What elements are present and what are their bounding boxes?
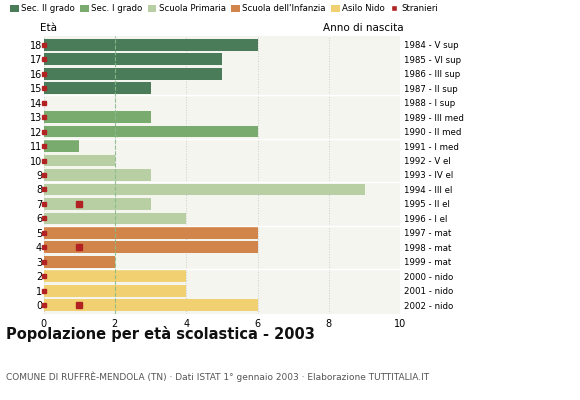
Bar [44,82,151,94]
Bar [44,242,258,253]
Bar [44,53,222,65]
Bar [44,285,186,297]
Bar [44,68,222,80]
Text: COMUNE DI RUFFRÈ-MENDOLA (TN) · Dati ISTAT 1° gennaio 2003 · Elaborazione TUTTIT: COMUNE DI RUFFRÈ-MENDOLA (TN) · Dati IST… [6,372,429,382]
Bar [44,212,186,224]
Bar [44,154,115,166]
Bar [44,198,151,210]
Text: Età: Età [40,23,57,33]
Legend: Sec. II grado, Sec. I grado, Scuola Primaria, Scuola dell'Infanzia, Asilo Nido, : Sec. II grado, Sec. I grado, Scuola Prim… [10,4,438,13]
Bar [44,299,258,311]
Bar [44,111,151,123]
Bar [44,140,79,152]
Bar [44,270,186,282]
Bar [44,227,258,239]
Text: Popolazione per età scolastica - 2003: Popolazione per età scolastica - 2003 [6,326,315,342]
Bar [44,39,258,51]
Bar [44,169,151,181]
Bar [44,126,258,138]
Text: Anno di nascita: Anno di nascita [323,23,404,33]
Bar [44,184,365,196]
Bar [44,256,115,268]
